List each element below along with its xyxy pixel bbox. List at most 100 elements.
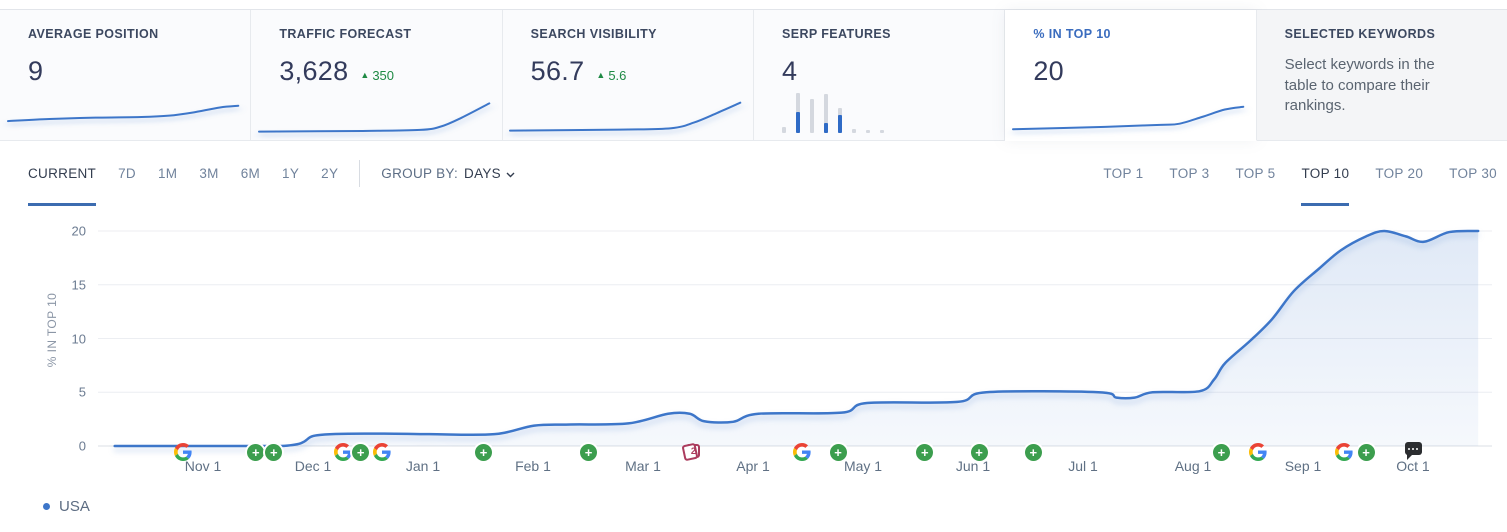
y-tick-label: 20 (71, 223, 86, 239)
serp-feature-bar-fill (795, 112, 800, 133)
metric-card-selected-keywords[interactable]: SELECTED KEYWORDS Select keywords in the… (1256, 10, 1507, 141)
delta-up-icon: ▲ (596, 70, 606, 80)
chart-plot-area (98, 229, 1492, 448)
google-update-icon[interactable] (1248, 443, 1267, 461)
serp-feature-bar (865, 129, 870, 133)
period-tab-7d[interactable]: 7D (118, 166, 136, 181)
y-tick-label: 10 (71, 331, 86, 346)
serp-feature-bar (809, 99, 814, 133)
usa-series-line[interactable] (113, 229, 1480, 448)
keywords-added-icon[interactable]: + (1212, 443, 1230, 461)
keywords-added-icon[interactable]: + (265, 443, 283, 461)
note-icon[interactable] (1404, 442, 1422, 460)
serp-features-minichart (781, 93, 884, 133)
chart-legend: USA (0, 481, 1507, 532)
keywords-added-icon[interactable]: + (916, 443, 934, 461)
serp-feature-bar (781, 126, 786, 133)
period-tabs: CURRENT 7D 1M 3M 6M 1Y 2Y (28, 141, 338, 206)
card-value: 9 (28, 56, 44, 86)
keywords-added-icon[interactable]: + (1024, 443, 1042, 461)
top-tab-top-5[interactable]: TOP 5 (1235, 166, 1276, 181)
sparkline-path (1013, 107, 1243, 129)
google-update-icon[interactable] (792, 443, 811, 461)
metric-card-search-visibility[interactable]: SEARCH VISIBILITY 56.7 ▲ 5.6 (502, 10, 754, 141)
serp-feature-bar (851, 129, 856, 133)
traffic-forecast-sparkline (259, 100, 489, 134)
google-update-icon[interactable] (174, 443, 193, 461)
y-axis-title: % IN TOP 10 (45, 292, 59, 368)
keywords-added-icon[interactable]: + (247, 443, 265, 461)
period-tab-3m[interactable]: 3M (199, 166, 219, 181)
note-dots (1412, 447, 1415, 450)
x-axis-label: Mar 1 (625, 458, 661, 474)
events-count-badge-icon[interactable]: 2 (686, 444, 701, 458)
serp-feature-bar (795, 93, 800, 133)
y-tick-label: 0 (78, 438, 86, 454)
group-by-value: DAYS (464, 166, 501, 181)
card-title: % IN TOP 10 (1033, 27, 1111, 41)
x-axis-label: Jul 1 (1068, 458, 1098, 474)
card-title: SERP FEATURES (781, 27, 891, 41)
card-title: SEARCH VISIBILITY (530, 27, 657, 41)
period-tab-1y[interactable]: 1Y (282, 166, 300, 181)
x-axis-label: Nov 1 (184, 458, 222, 474)
top-tab-top-1[interactable]: TOP 1 (1103, 166, 1144, 181)
serp-feature-bar (879, 129, 884, 133)
top-tab-top-10[interactable]: TOP 10 (1301, 141, 1350, 206)
y-tick-label: 5 (78, 384, 86, 400)
x-axis-label: Aug 1 (1174, 458, 1212, 474)
period-tab-current[interactable]: CURRENT (28, 141, 97, 206)
metric-card-percent-in-top10[interactable]: % IN TOP 10 20 (1005, 10, 1257, 141)
x-axis-label: Apr 1 (736, 458, 770, 474)
keywords-added-icon[interactable]: + (829, 443, 847, 461)
keywords-added-icon[interactable]: + (475, 443, 493, 461)
serp-feature-bar (823, 94, 828, 133)
card-value: 4 (781, 56, 798, 86)
period-tab-1m[interactable]: 1M (157, 166, 178, 181)
average-position-sparkline (8, 100, 238, 134)
percent-in-top10-sparkline (1013, 100, 1243, 134)
serp-feature-bar (837, 108, 842, 133)
sparkline-path (259, 103, 489, 131)
selected-keywords-hint: Select keywords in the table to compare … (1284, 56, 1435, 115)
metric-cards-row: AVERAGE POSITION 9 TRAFFIC FORECAST 3,62… (0, 9, 1507, 141)
chart-toolbar: CURRENT 7D 1M 3M 6M 1Y 2Y GROUP BY: DAYS TOP 1… (0, 141, 1507, 206)
card-delta: ▲ 5.6 (596, 68, 627, 83)
top-tab-top-30[interactable]: TOP 30 (1449, 166, 1497, 181)
keywords-added-icon[interactable]: + (352, 443, 370, 461)
group-by-dropdown[interactable]: GROUP BY: DAYS (381, 141, 515, 206)
period-tab-6m[interactable]: 6M (240, 166, 261, 181)
keywords-added-icon[interactable]: + (579, 443, 597, 461)
card-value: 56.7 (530, 56, 585, 86)
metric-card-serp-features[interactable]: SERP FEATURES 4 (753, 10, 1006, 141)
serp-feature-bar-fill (823, 123, 828, 133)
sparkline-path (8, 106, 238, 121)
top-tab-top-20[interactable]: TOP 20 (1375, 166, 1424, 181)
period-tab-2y[interactable]: 2Y (321, 166, 339, 181)
keywords-added-icon[interactable]: + (1357, 443, 1375, 461)
x-axis-label: Oct 1 (1396, 458, 1430, 474)
legend-item-usa[interactable]: USA (43, 498, 90, 515)
card-title: TRAFFIC FORECAST (279, 27, 412, 41)
google-update-icon[interactable] (333, 443, 352, 461)
y-tick-label: 15 (71, 277, 86, 293)
google-update-icon[interactable] (373, 443, 391, 461)
metric-card-traffic-forecast[interactable]: TRAFFIC FORECAST 3,628 ▲ 350 (251, 10, 503, 141)
x-axis-label: Jun 1 (955, 458, 991, 474)
x-axis-label: Jan 1 (405, 458, 441, 474)
usa-series-area (114, 230, 1479, 446)
metric-card-average-position[interactable]: AVERAGE POSITION 9 (0, 10, 252, 141)
card-title: AVERAGE POSITION (28, 27, 159, 41)
series-color-dot (43, 503, 50, 510)
card-value: 3,628 (279, 56, 349, 86)
percent-in-top10-chart: % IN TOP 10 0 5 10 15 20 Nov 1 Dec 1 Jan 1 Feb 1… (0, 206, 1507, 481)
top-tab-top-3[interactable]: TOP 3 (1169, 166, 1210, 181)
chevron-down-icon (506, 172, 515, 177)
keywords-added-icon[interactable]: + (970, 443, 988, 461)
delta-up-icon: ▲ (360, 70, 370, 80)
x-axis-label: Dec 1 (294, 458, 332, 474)
google-update-icon[interactable] (1335, 443, 1353, 461)
serp-feature-bar-fill (837, 115, 842, 133)
x-axis-label: Sep 1 (1284, 458, 1322, 474)
